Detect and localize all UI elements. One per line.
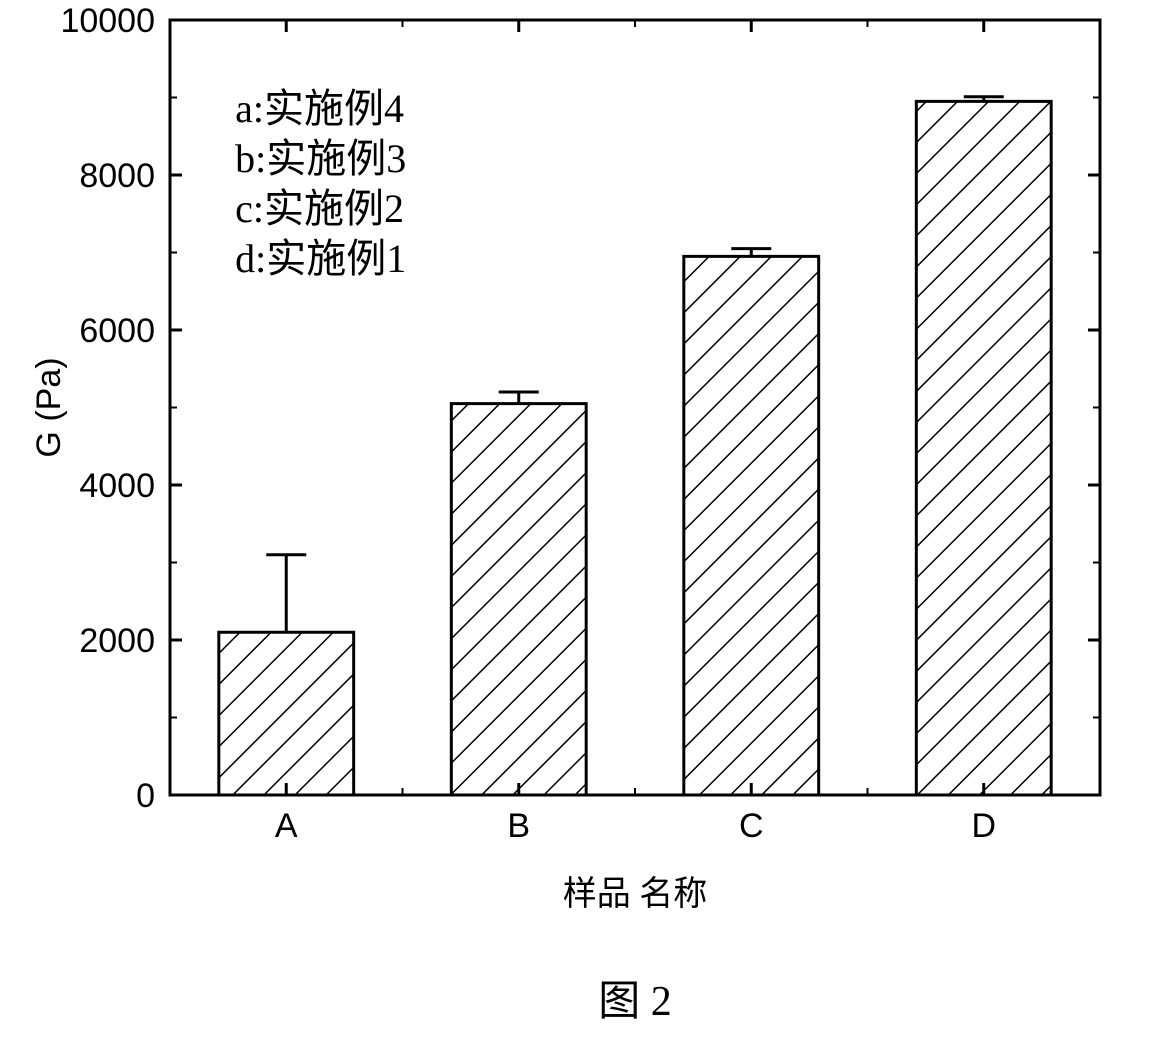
ytick-label: 2000 [79, 622, 155, 660]
bar [916, 101, 1051, 795]
bar-chart: 0 2000 4000 6000 8000 10000 A B C D G (Pa) 样品 名称 a:实… [0, 0, 1164, 1056]
ytick-label: 0 [136, 777, 155, 815]
bar [451, 404, 586, 795]
x-axis-title: 样品 名称 [563, 875, 708, 913]
xtick-label: B [507, 807, 530, 845]
figure-caption: 图 2 [598, 979, 672, 1025]
ytick-label: 10000 [60, 2, 155, 40]
legend-line: b:实施例3 [235, 136, 406, 181]
ytick-label: 4000 [79, 467, 155, 505]
xtick-label: C [739, 807, 764, 845]
y-axis-title: G (Pa) [30, 357, 68, 457]
legend-line: a:实施例4 [235, 86, 404, 131]
bar [219, 632, 354, 795]
legend-line: c:实施例2 [235, 186, 404, 231]
legend-line: d:实施例1 [235, 236, 406, 281]
page-root: 0 2000 4000 6000 8000 10000 A B C D G (Pa) 样品 名称 a:实… [0, 0, 1164, 1056]
xtick-label: D [971, 807, 996, 845]
ytick-label: 8000 [79, 157, 155, 195]
ytick-label: 6000 [79, 312, 155, 350]
xtick-label: A [275, 807, 298, 845]
bar [684, 256, 819, 795]
